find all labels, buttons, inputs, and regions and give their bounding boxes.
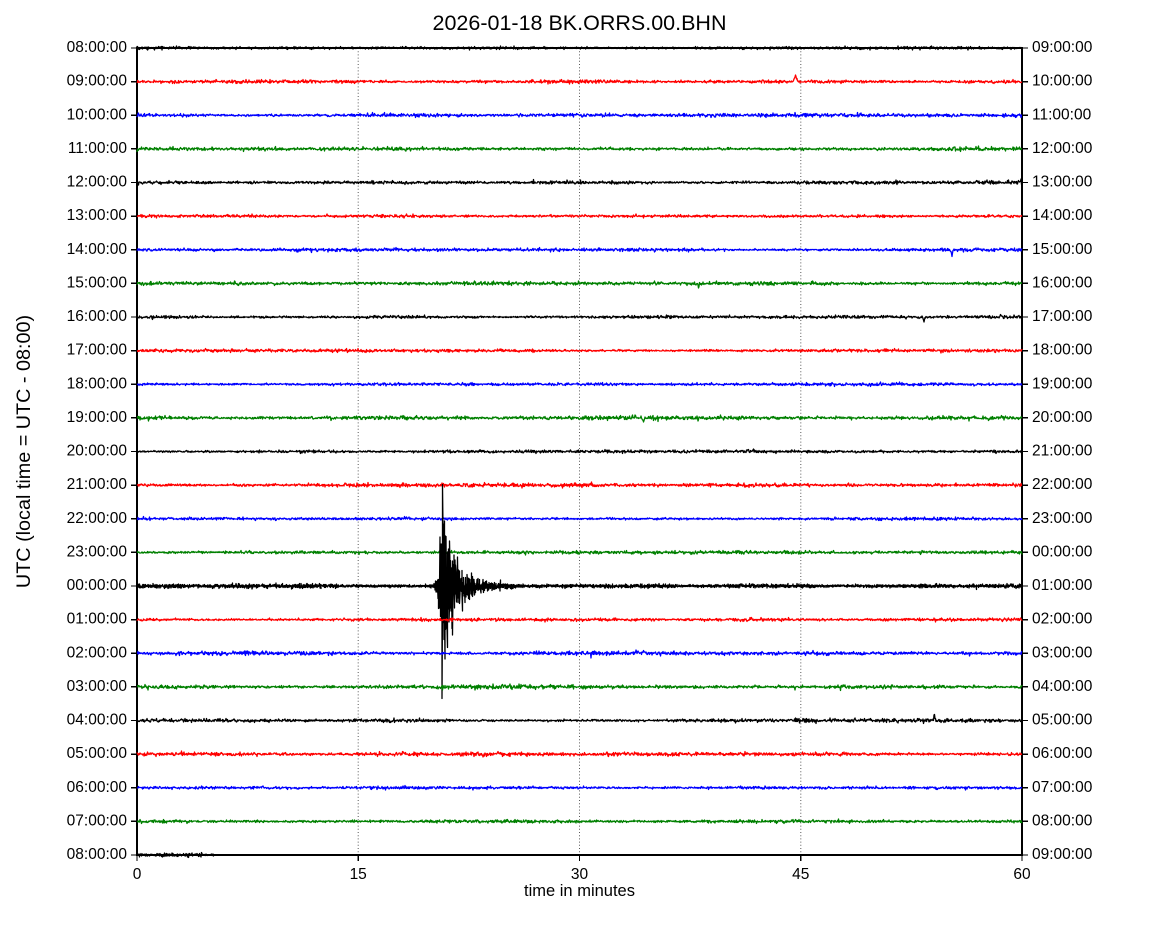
svg-text:05:00:00: 05:00:00 (67, 745, 128, 762)
svg-text:21:00:00: 21:00:00 (67, 476, 128, 493)
svg-text:17:00:00: 17:00:00 (1032, 308, 1093, 325)
svg-text:20:00:00: 20:00:00 (1032, 409, 1093, 426)
svg-text:14:00:00: 14:00:00 (1032, 207, 1093, 224)
svg-text:21:00:00: 21:00:00 (1032, 443, 1093, 460)
svg-text:16:00:00: 16:00:00 (67, 308, 128, 325)
svg-text:04:00:00: 04:00:00 (67, 712, 128, 729)
svg-text:0: 0 (133, 866, 142, 883)
svg-text:UTC (local time = UTC - 08:00): UTC (local time = UTC - 08:00) (13, 315, 35, 588)
svg-text:13:00:00: 13:00:00 (1032, 174, 1093, 191)
svg-text:00:00:00: 00:00:00 (67, 577, 128, 594)
svg-text:09:00:00: 09:00:00 (67, 73, 128, 90)
svg-text:23:00:00: 23:00:00 (67, 543, 128, 560)
svg-text:06:00:00: 06:00:00 (1032, 745, 1093, 762)
svg-text:20:00:00: 20:00:00 (67, 443, 128, 460)
svg-text:10:00:00: 10:00:00 (67, 106, 128, 123)
svg-text:19:00:00: 19:00:00 (1032, 375, 1093, 392)
svg-text:01:00:00: 01:00:00 (67, 611, 128, 628)
svg-text:45: 45 (792, 866, 809, 883)
svg-text:11:00:00: 11:00:00 (1032, 106, 1092, 123)
svg-text:2026-01-18 BK.ORRS.00.BHN: 2026-01-18 BK.ORRS.00.BHN (433, 11, 727, 35)
svg-text:30: 30 (571, 866, 589, 883)
svg-text:11:00:00: 11:00:00 (68, 140, 128, 157)
svg-text:22:00:00: 22:00:00 (1032, 476, 1093, 493)
svg-text:04:00:00: 04:00:00 (1032, 678, 1093, 695)
svg-text:15:00:00: 15:00:00 (1032, 241, 1093, 258)
svg-text:08:00:00: 08:00:00 (67, 39, 128, 56)
svg-text:22:00:00: 22:00:00 (67, 510, 128, 527)
svg-text:08:00:00: 08:00:00 (67, 846, 128, 863)
svg-text:00:00:00: 00:00:00 (1032, 543, 1093, 560)
svg-text:05:00:00: 05:00:00 (1032, 712, 1093, 729)
svg-text:03:00:00: 03:00:00 (67, 678, 128, 695)
svg-text:01:00:00: 01:00:00 (1032, 577, 1093, 594)
svg-text:08:00:00: 08:00:00 (1032, 812, 1093, 829)
svg-text:12:00:00: 12:00:00 (67, 174, 128, 191)
svg-text:15:00:00: 15:00:00 (67, 274, 128, 291)
svg-text:09:00:00: 09:00:00 (1032, 846, 1093, 863)
svg-text:18:00:00: 18:00:00 (67, 375, 128, 392)
svg-text:13:00:00: 13:00:00 (67, 207, 128, 224)
svg-text:15: 15 (350, 866, 367, 883)
svg-text:06:00:00: 06:00:00 (67, 779, 128, 796)
svg-text:23:00:00: 23:00:00 (1032, 510, 1093, 527)
svg-text:16:00:00: 16:00:00 (1032, 274, 1093, 291)
svg-text:12:00:00: 12:00:00 (1032, 140, 1093, 157)
svg-text:07:00:00: 07:00:00 (67, 812, 128, 829)
svg-text:18:00:00: 18:00:00 (1032, 342, 1093, 359)
svg-text:02:00:00: 02:00:00 (67, 644, 128, 661)
svg-text:07:00:00: 07:00:00 (1032, 779, 1093, 796)
svg-text:09:00:00: 09:00:00 (1032, 39, 1093, 56)
svg-text:14:00:00: 14:00:00 (67, 241, 128, 258)
svg-text:time in minutes: time in minutes (524, 882, 635, 900)
svg-text:17:00:00: 17:00:00 (67, 342, 128, 359)
svg-text:10:00:00: 10:00:00 (1032, 73, 1093, 90)
svg-text:02:00:00: 02:00:00 (1032, 611, 1093, 628)
svg-text:60: 60 (1013, 866, 1031, 883)
svg-text:03:00:00: 03:00:00 (1032, 644, 1093, 661)
svg-text:19:00:00: 19:00:00 (67, 409, 128, 426)
